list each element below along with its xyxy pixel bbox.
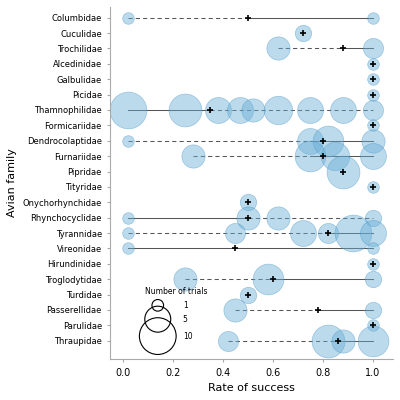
Point: [340, 338, 346, 344]
Point: [300, 230, 306, 236]
Point: [370, 45, 376, 52]
Point: [124, 230, 131, 236]
Point: [370, 138, 376, 144]
Point: [182, 107, 188, 113]
Point: [275, 107, 281, 113]
Point: [350, 230, 356, 236]
Point: [215, 107, 221, 113]
Point: [300, 30, 306, 36]
Point: [370, 214, 376, 221]
Point: [275, 214, 281, 221]
Point: [245, 199, 251, 206]
X-axis label: Rate of success: Rate of success: [208, 383, 295, 393]
Point: [370, 61, 376, 67]
Point: [370, 307, 376, 313]
Point: [332, 153, 339, 159]
Text: 1: 1: [183, 301, 188, 310]
Point: [307, 138, 314, 144]
Point: [370, 230, 376, 236]
Point: [370, 338, 376, 344]
Point: [370, 184, 376, 190]
Point: [232, 230, 238, 236]
Y-axis label: Avian family: Avian family: [7, 149, 17, 218]
Point: [325, 230, 331, 236]
Text: 5: 5: [183, 315, 188, 324]
Point: [370, 322, 376, 328]
Point: [325, 138, 331, 144]
Point: [124, 14, 131, 21]
Point: [245, 214, 251, 221]
Point: [154, 302, 161, 308]
Point: [325, 338, 331, 344]
Point: [190, 153, 196, 159]
Point: [370, 276, 376, 282]
Point: [124, 245, 131, 252]
Point: [275, 45, 281, 52]
Point: [232, 307, 238, 313]
Point: [370, 245, 376, 252]
Point: [340, 107, 346, 113]
Point: [340, 168, 346, 175]
Point: [265, 276, 271, 282]
Point: [370, 153, 376, 159]
Point: [124, 138, 131, 144]
Point: [237, 107, 244, 113]
Point: [124, 214, 131, 221]
Point: [370, 122, 376, 128]
Point: [370, 92, 376, 98]
Point: [154, 333, 161, 339]
Point: [250, 107, 256, 113]
Point: [307, 107, 314, 113]
Point: [124, 107, 131, 113]
Point: [245, 291, 251, 298]
Point: [307, 153, 314, 159]
Point: [370, 261, 376, 267]
Point: [370, 14, 376, 21]
Point: [154, 316, 161, 322]
Text: Number of trials: Number of trials: [145, 287, 208, 296]
Point: [225, 338, 231, 344]
Point: [370, 76, 376, 82]
Point: [182, 276, 188, 282]
Text: 10: 10: [183, 332, 192, 340]
Point: [370, 107, 376, 113]
